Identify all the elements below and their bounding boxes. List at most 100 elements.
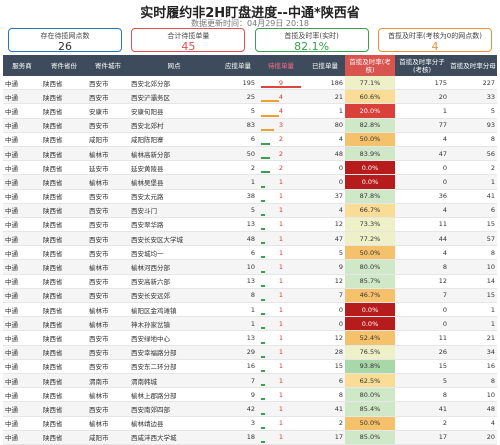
cell: 186 [305, 76, 345, 91]
pending-cell: 1 [257, 245, 305, 261]
cell: 11 [395, 330, 449, 346]
pending-cell: 1 [257, 174, 305, 190]
subtitle: 数据更新时间：04月29日 20:18 [191, 19, 309, 28]
cell: 0 [305, 174, 345, 190]
table-row: 中通 陕西省 西安市 西安城均一 6 1 5 50.0% 4 8 [3, 245, 497, 261]
pending-value: 1 [278, 376, 284, 385]
pending-value: 2 [278, 149, 284, 158]
cell: 西安东二环分部 [129, 359, 219, 374]
kpi-value: 4 [431, 40, 439, 53]
pending-cell: 1 [257, 316, 305, 332]
cell: 2 [219, 160, 257, 176]
cell: 西安幸福路分部 [129, 345, 219, 360]
pending-value: 1 [278, 362, 284, 371]
rate-cell: 20.0% [345, 103, 395, 119]
cell: 西安市 [87, 231, 129, 247]
cell: 5 [395, 373, 449, 389]
cell: 陕西省 [41, 76, 87, 91]
cell: 5 [219, 203, 257, 218]
cell: 13 [219, 217, 257, 233]
kpi-card: 首揽及时率(实时) 82.1% [254, 28, 369, 53]
column-header: 网点 [129, 55, 219, 76]
rate-cell: 80.0% [345, 387, 395, 403]
cell: 47 [395, 146, 449, 162]
cell: 12 [395, 274, 449, 289]
pending-bar [261, 171, 270, 174]
cell: 0 [305, 316, 345, 332]
pending-cell: 1 [257, 288, 305, 304]
pending-value: 4 [278, 92, 284, 101]
cell: 15 [305, 359, 345, 374]
pending-bar [261, 242, 266, 245]
table-row: 中通 陕西省 咸阳市 咸阳陈阳寨 6 2 4 50.0% 4 8 [3, 132, 497, 147]
kpi-label: 合计待揽单量 [167, 32, 210, 40]
cell: 中通 [3, 103, 41, 119]
table-row: 中通 陕西省 西安市 西安南郊四部 42 1 41 85.4% 41 48 [3, 401, 497, 417]
table-row: 中通 陕西省 西安市 西安东二环分部 16 1 15 93.8% 15 16 [3, 359, 497, 374]
cell: 26 [395, 345, 449, 360]
cell: 西安市 [87, 217, 129, 233]
rate-cell: 76.5% [345, 345, 395, 360]
cell: 中通 [3, 118, 41, 133]
cell: 10 [219, 259, 257, 275]
table-row: 中通 陕西省 榆林市 榆阳区金鸡滩镇 1 1 0 0.0% 0 1 [3, 302, 497, 318]
cell: 陕西省 [41, 330, 87, 346]
cell: 中通 [3, 416, 41, 431]
rate-cell: 85.4% [345, 401, 395, 417]
rate-cell: 87.8% [345, 189, 395, 204]
cell: 29 [219, 345, 257, 360]
cell: 15 [449, 217, 497, 233]
pending-bar [261, 412, 266, 415]
pending-value: 4 [278, 106, 284, 115]
cell: 陕西省 [41, 259, 87, 275]
cell: 41 [449, 189, 497, 204]
cell: 西安南郊四部 [129, 401, 219, 417]
cell: 34 [449, 345, 497, 360]
cell: 西安市 [87, 89, 129, 105]
cell: 5 [219, 103, 257, 119]
cell: 0 [305, 302, 345, 318]
cell: 2 [395, 416, 449, 431]
pending-bar [261, 355, 266, 358]
pending-cell: 1 [257, 401, 305, 417]
cell: 37 [305, 189, 345, 204]
pending-value: 1 [278, 177, 284, 186]
pending-value: 2 [278, 135, 284, 144]
cell: 西安市 [87, 401, 129, 417]
cell: 安康市 [87, 103, 129, 119]
cell: 榆林河西分部 [129, 259, 219, 275]
cell: 榆林市 [87, 259, 129, 275]
cell: 榆林市 [87, 174, 129, 190]
cell: 榆林市 [87, 316, 129, 332]
cell: 榆林市 [87, 146, 129, 162]
pending-bar [261, 157, 270, 160]
pending-bar [261, 185, 266, 188]
cell: 9 [305, 259, 345, 275]
cell: 咸阳陈阳寨 [129, 132, 219, 147]
column-header: 待揽单量 [257, 55, 305, 76]
pending-bar [261, 384, 266, 387]
column-header: 首揽及时率分母 [449, 55, 497, 76]
column-header: 寄件城市 [87, 55, 129, 76]
cell: 西安市 [87, 288, 129, 304]
cell: 中通 [3, 373, 41, 389]
pending-cell: 1 [257, 430, 305, 445]
kpi-label: 首揽及时率(实时) [284, 32, 339, 40]
kpi-card: 存在待揽网点数 26 [8, 28, 122, 53]
pending-cell: 1 [257, 259, 305, 275]
cell: 陕西省 [41, 217, 87, 233]
pending-bar [261, 213, 266, 216]
cell: 4 [449, 416, 497, 431]
cell: 6 [219, 245, 257, 261]
table-row: 中通 陕西省 西安市 西安太元路 38 1 37 87.8% 36 41 [3, 189, 497, 204]
table-row: 中通 陕西省 西安市 西安幸福路分部 29 1 28 76.5% 26 34 [3, 345, 497, 360]
cell: 18 [219, 430, 257, 445]
pending-bar [261, 369, 266, 372]
cell: 0 [395, 302, 449, 318]
table-row: 中通 陕西省 榆林市 榆林上郡路分部 9 1 8 80.0% 8 10 [3, 387, 497, 403]
rate-cell: 0.0% [345, 302, 395, 318]
cell: 西安翠华路 [129, 217, 219, 233]
pending-bar [261, 142, 270, 145]
cell: 中通 [3, 359, 41, 374]
rate-cell: 80.0% [345, 259, 395, 275]
